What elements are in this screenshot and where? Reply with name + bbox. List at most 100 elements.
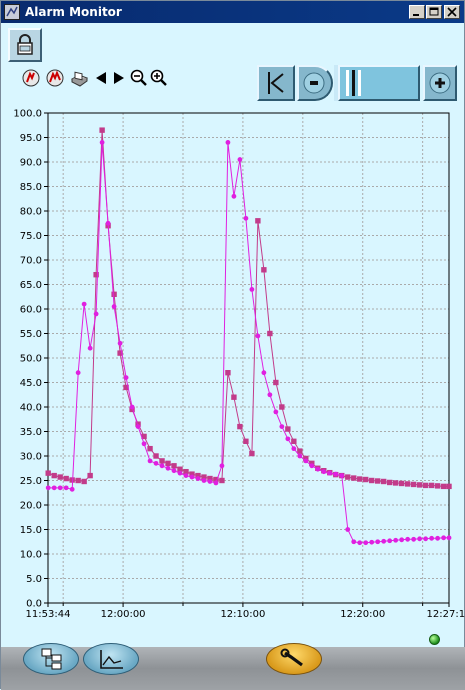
y-tick-label: 80.0 bbox=[20, 207, 42, 218]
data-point bbox=[434, 483, 441, 489]
data-point bbox=[416, 482, 423, 488]
tree-view-icon bbox=[41, 648, 62, 670]
data-point bbox=[303, 455, 309, 462]
title-bar[interactable]: Alarm Monitor bbox=[1, 1, 464, 23]
history-start-button[interactable] bbox=[257, 65, 295, 101]
data-point bbox=[321, 469, 327, 475]
data-point bbox=[315, 466, 321, 472]
y-tick-label: 100.0 bbox=[13, 109, 42, 120]
x-tick-label: 12:05:00 bbox=[161, 629, 206, 630]
data-point bbox=[309, 460, 315, 467]
data-point bbox=[303, 458, 309, 464]
data-point bbox=[63, 485, 69, 491]
data-point bbox=[231, 193, 237, 199]
print-icon[interactable] bbox=[69, 68, 89, 88]
app-icon[interactable] bbox=[4, 4, 20, 20]
data-point bbox=[243, 215, 249, 221]
data-point bbox=[309, 463, 315, 469]
data-point bbox=[69, 486, 75, 492]
data-point bbox=[435, 535, 441, 541]
minimize-icon bbox=[413, 14, 419, 16]
data-point bbox=[249, 287, 255, 292]
wrench-icon bbox=[280, 648, 303, 667]
maximize-button[interactable] bbox=[426, 5, 442, 19]
history-slider[interactable] bbox=[338, 65, 420, 101]
data-point bbox=[255, 333, 261, 339]
history-plus-icon bbox=[429, 72, 451, 94]
data-point bbox=[423, 536, 429, 542]
lock-button[interactable] bbox=[8, 28, 42, 62]
data-point bbox=[159, 458, 165, 464]
data-point bbox=[207, 479, 213, 484]
minimize-button[interactable] bbox=[409, 5, 425, 19]
trend-chart[interactable]: 0.0 5.0 10.0 15.0 20.0 25.0 30.0 35.0 40.0 45.0 50… bbox=[1, 105, 465, 631]
data-point bbox=[165, 460, 171, 467]
data-point bbox=[147, 445, 153, 452]
y-tick-label: 40.0 bbox=[20, 403, 42, 414]
data-point bbox=[297, 453, 303, 459]
y-tick-label: 20.0 bbox=[20, 501, 42, 512]
data-point bbox=[351, 475, 357, 481]
zoom-out-icon[interactable] bbox=[129, 68, 149, 88]
data-point bbox=[333, 471, 339, 477]
y-tick-label: 25.0 bbox=[20, 476, 42, 487]
bottom-bar bbox=[1, 643, 465, 690]
data-point bbox=[177, 466, 183, 472]
tree-view-button[interactable] bbox=[23, 643, 79, 675]
data-point bbox=[375, 539, 381, 545]
data-point bbox=[189, 471, 195, 477]
scroll-right-icon[interactable] bbox=[109, 68, 129, 88]
y-tick-label: 30.0 bbox=[20, 452, 42, 463]
trend-button[interactable] bbox=[83, 643, 139, 675]
data-point bbox=[213, 476, 219, 483]
data-point bbox=[117, 340, 123, 346]
close-button[interactable] bbox=[444, 5, 460, 19]
data-point bbox=[195, 476, 201, 481]
data-point bbox=[285, 436, 291, 442]
data-point bbox=[81, 478, 87, 485]
zoom-in-icon[interactable] bbox=[149, 68, 169, 88]
data-point bbox=[387, 538, 393, 544]
data-point bbox=[183, 473, 189, 478]
data-point bbox=[291, 446, 297, 452]
history-zoom-in-button[interactable] bbox=[423, 65, 457, 101]
series-2 bbox=[45, 140, 452, 546]
x-tick-label: 12:15:00 bbox=[280, 629, 325, 630]
data-point bbox=[171, 468, 177, 474]
alarm-ack-all-icon[interactable] bbox=[45, 68, 65, 88]
data-point bbox=[111, 304, 117, 309]
data-point bbox=[446, 535, 452, 541]
chart-grid bbox=[48, 113, 449, 603]
x-axis: 11:53:44 12:00:00 12:10:00 12:20:00 12:27:12… bbox=[26, 603, 465, 630]
data-point bbox=[237, 157, 243, 162]
data-point bbox=[171, 463, 177, 469]
data-point bbox=[135, 424, 141, 429]
history-zoom-out-button[interactable] bbox=[297, 65, 333, 101]
data-point bbox=[219, 477, 225, 484]
data-point bbox=[386, 479, 393, 486]
data-point bbox=[129, 404, 135, 410]
data-point bbox=[81, 301, 87, 307]
data-point bbox=[87, 472, 93, 479]
scroll-left-icon[interactable] bbox=[91, 68, 111, 88]
y-tick-label: 65.0 bbox=[20, 280, 42, 291]
data-point bbox=[99, 140, 105, 145]
data-point bbox=[189, 474, 195, 480]
data-point bbox=[147, 458, 153, 464]
data-point bbox=[87, 345, 93, 351]
y-tick-label: 85.0 bbox=[20, 182, 42, 193]
data-point bbox=[393, 537, 399, 543]
data-point bbox=[351, 539, 357, 545]
tools-button[interactable] bbox=[266, 643, 322, 675]
alarm-ack-icon[interactable] bbox=[21, 68, 41, 88]
data-point bbox=[411, 536, 417, 542]
data-point bbox=[267, 330, 273, 337]
data-point bbox=[380, 478, 387, 485]
data-point bbox=[339, 473, 345, 478]
data-point bbox=[363, 540, 369, 546]
data-point bbox=[141, 433, 147, 440]
data-point bbox=[375, 478, 381, 484]
x-tick-label: 12:25:00 bbox=[400, 629, 445, 630]
data-point bbox=[117, 350, 123, 356]
y-tick-label: 10.0 bbox=[20, 550, 42, 561]
